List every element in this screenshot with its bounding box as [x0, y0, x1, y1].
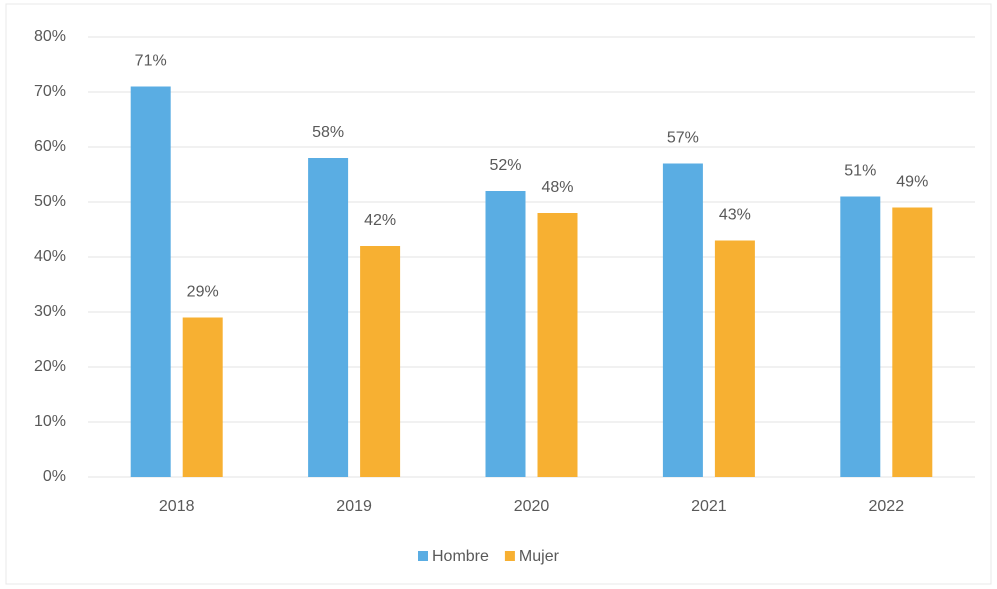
- bar: [714, 240, 755, 477]
- x-tick-label: 2021: [691, 498, 727, 515]
- value-label: 71%: [135, 53, 167, 70]
- y-tick-label: 40%: [34, 248, 66, 265]
- legend-swatch: [504, 551, 515, 561]
- value-label: 42%: [364, 212, 396, 229]
- x-tick-label: 2018: [159, 498, 195, 515]
- value-label: 58%: [312, 124, 344, 141]
- bar: [892, 207, 933, 477]
- bar: [840, 196, 881, 477]
- bar: [308, 158, 349, 477]
- legend-swatch: [418, 551, 428, 561]
- value-label: 52%: [489, 157, 521, 174]
- value-label: 29%: [187, 284, 219, 301]
- bar: [182, 317, 223, 477]
- y-tick-label: 70%: [34, 83, 66, 100]
- y-tick-label: 60%: [34, 138, 66, 155]
- y-tick-label: 50%: [34, 193, 66, 210]
- bar: [360, 246, 401, 477]
- legend-label: Mujer: [519, 548, 560, 565]
- x-tick-label: 2020: [514, 498, 550, 515]
- value-label: 43%: [719, 207, 751, 224]
- y-tick-label: 0%: [43, 468, 66, 485]
- value-label: 49%: [896, 174, 928, 191]
- bar: [537, 213, 578, 477]
- value-label: 51%: [844, 163, 876, 180]
- y-tick-label: 80%: [34, 28, 66, 45]
- x-tick-label: 2022: [869, 498, 905, 515]
- bar: [130, 86, 171, 477]
- y-tick-label: 30%: [34, 303, 66, 320]
- y-tick-label: 20%: [34, 358, 66, 375]
- bar: [662, 163, 703, 477]
- legend-label: Hombre: [432, 548, 489, 565]
- value-label: 48%: [541, 179, 573, 196]
- value-label: 57%: [667, 130, 699, 147]
- y-tick-label: 10%: [34, 413, 66, 430]
- x-tick-label: 2019: [336, 498, 372, 515]
- bar: [485, 191, 526, 477]
